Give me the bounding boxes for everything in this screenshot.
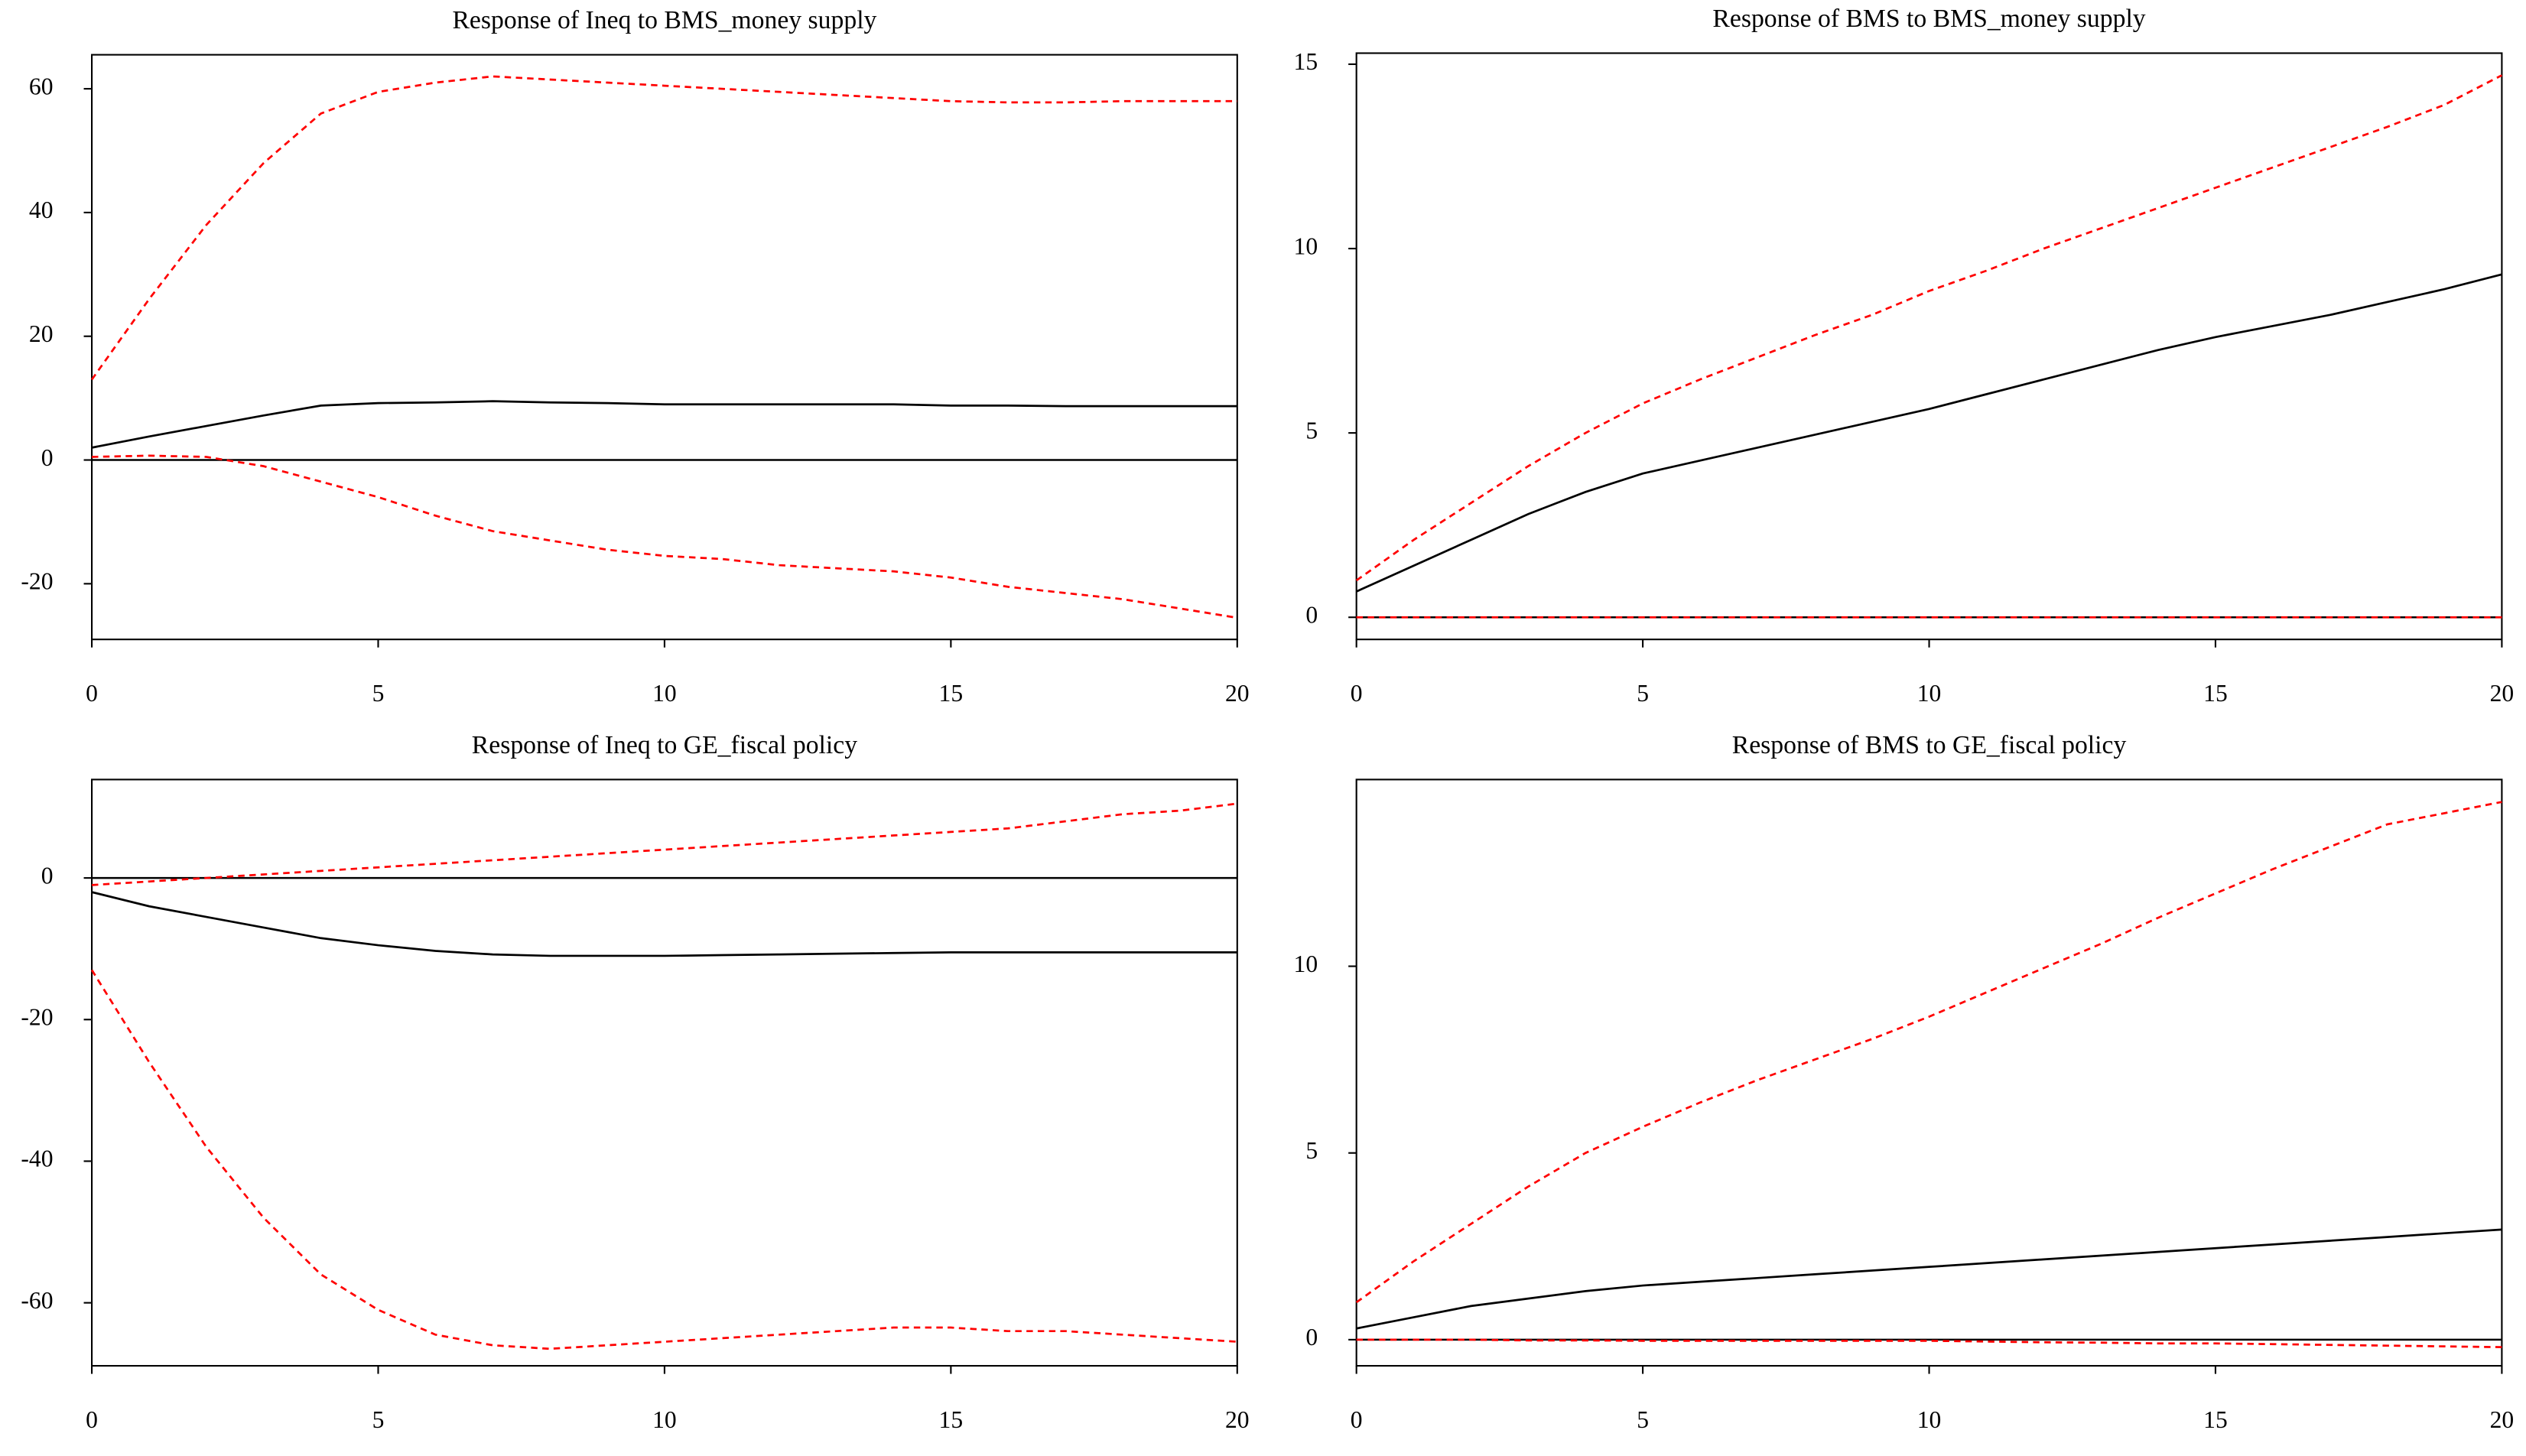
y-tick-label: 60 [29,73,54,99]
plot-frame [1355,778,2503,1367]
chart-title: Response of Ineq to GE_fiscal policy [472,731,857,759]
series-line [1356,273,2502,593]
x-tick-label: 5 [1637,1406,1649,1433]
y-tick-label: -20 [21,568,53,595]
series-line [1355,801,2502,1304]
x-tick-label: 10 [652,1406,677,1433]
y-tick-label: -40 [21,1146,53,1172]
x-tick-label: 0 [1351,1406,1363,1433]
y-tick-label: 20 [29,320,54,347]
y-tick-label: 10 [1294,232,1318,259]
y-tick-label: 0 [1305,601,1318,628]
x-tick-label: 10 [1917,680,1942,707]
x-tick-label: 5 [1637,680,1649,707]
series-line [92,454,1238,619]
series-line [1355,74,2503,582]
chart-title: Response of Ineq to BMS_money supply [452,6,876,34]
y-tick-label: 5 [1305,417,1318,444]
x-tick-label: 15 [2203,1406,2228,1433]
y-tick-label: 10 [1294,951,1318,977]
x-tick-label: 10 [1917,1406,1942,1433]
x-tick-label: 15 [2203,680,2228,707]
x-tick-label: 20 [1225,680,1250,707]
x-tick-label: 20 [1225,1406,1250,1433]
x-tick-label: 10 [652,680,677,707]
y-tick-label: 0 [1305,1324,1318,1350]
x-tick-label: 20 [2490,680,2515,707]
x-tick-label: 15 [939,680,964,707]
chart-title: Response of BMS to BMS_money supply [1712,5,2145,33]
plot-frame [1355,52,2503,641]
series-line [91,802,1237,886]
y-tick-label: -20 [21,1004,53,1031]
chart-title: Response of BMS to GE_fiscal policy [1732,731,2127,759]
x-tick-label: 5 [372,680,385,707]
series-line [90,75,1237,381]
x-tick-label: 5 [372,1406,385,1433]
x-tick-label: 15 [939,1406,964,1433]
x-tick-label: 0 [86,1406,98,1433]
x-tick-label: 20 [2490,1406,2515,1433]
plot-frame [91,778,1238,1367]
y-tick-label: 5 [1305,1137,1318,1164]
plot-frame [91,54,1238,641]
y-tick-label: 0 [41,862,54,889]
y-tick-label: 0 [41,444,54,471]
x-tick-label: 0 [86,680,98,707]
series-line [1356,1228,2502,1330]
y-tick-label: 15 [1294,48,1318,75]
x-tick-label: 0 [1351,680,1363,707]
series-line [1356,1338,2502,1349]
y-tick-label: 40 [29,197,54,223]
y-tick-label: -60 [21,1287,53,1314]
series-line [90,969,1237,1350]
series-line [91,891,1237,957]
series-line [91,400,1237,449]
